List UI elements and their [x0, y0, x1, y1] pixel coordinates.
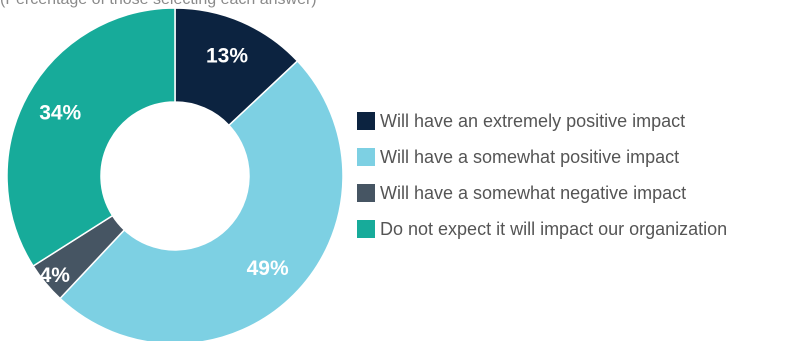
data-label-3: 4%: [40, 264, 71, 287]
chart-caption: (Percentage of those selecting each answ…: [0, 0, 785, 9]
legend-swatch-3: [357, 184, 375, 202]
legend-label-4: Do not expect it will impact our organiz…: [380, 218, 728, 239]
legend-label-3: Will have a somewhat negative impact: [380, 182, 687, 203]
legend-swatch-1: [357, 112, 375, 130]
legend-item-3: Will have a somewhat negative impact: [357, 182, 727, 204]
donut-slice-2: [58, 59, 344, 341]
legend-swatch-2: [357, 148, 375, 166]
legend-item-2: Will have a somewhat positive impact: [357, 146, 727, 168]
donut-chart: 13% 49% 4% 34%: [6, 7, 344, 341]
legend-label-1: Will have an extremely positive impact: [380, 110, 686, 131]
legend-swatch-4: [357, 220, 375, 238]
legend-item-1: Will have an extremely positive impact: [357, 110, 727, 132]
data-label-2: 49%: [247, 257, 289, 280]
legend-label-2: Will have a somewhat positive impact: [380, 146, 680, 167]
legend-item-4: Do not expect it will impact our organiz…: [357, 218, 727, 240]
data-label-4: 34%: [39, 101, 81, 124]
donut-slice-4: [6, 7, 176, 268]
data-label-1: 13%: [206, 44, 248, 67]
chart-legend: Will have an extremely positive impact Wi…: [357, 110, 727, 254]
